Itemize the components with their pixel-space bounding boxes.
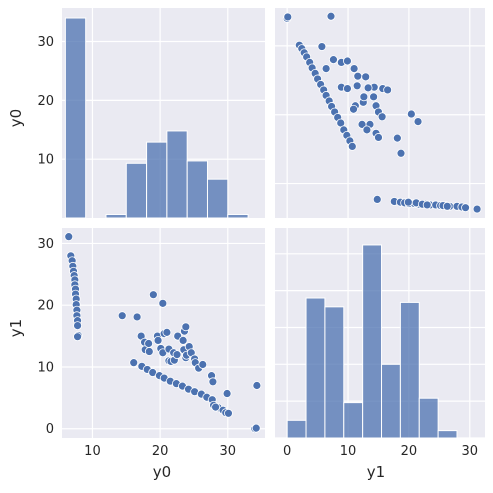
scatter-point bbox=[73, 321, 82, 330]
scatter-point bbox=[374, 133, 383, 142]
x-tick-label: 30 bbox=[220, 444, 237, 459]
scatter-point bbox=[363, 83, 373, 93]
scatter-point bbox=[403, 197, 413, 207]
panel-y0-histogram: 10 20 30 bbox=[37, 8, 265, 219]
scatter-point bbox=[251, 423, 261, 433]
scatter-point bbox=[383, 85, 393, 95]
scatter-point bbox=[377, 112, 387, 122]
panel-y1-vs-y0-scatter: 0 10 20 30 10 20 30 bbox=[37, 228, 265, 459]
histogram-bar bbox=[186, 160, 208, 219]
scatter-point bbox=[129, 358, 139, 368]
x-tick-label: 30 bbox=[462, 444, 479, 459]
histogram-bar bbox=[399, 301, 420, 439]
scatter-point bbox=[64, 232, 74, 242]
histogram-bar bbox=[206, 178, 229, 219]
scatter-point bbox=[224, 408, 233, 418]
scatter-point bbox=[396, 148, 406, 158]
scatter-point bbox=[472, 204, 482, 214]
x-tick-label: 10 bbox=[84, 444, 101, 459]
histogram-bar bbox=[105, 213, 127, 219]
scatter-point bbox=[329, 55, 338, 65]
scatter-point bbox=[208, 377, 218, 387]
panel-y1-histogram: 0 10 20 30 bbox=[275, 228, 485, 459]
scatter-point bbox=[317, 42, 327, 51]
x-tick-label: 20 bbox=[152, 444, 169, 459]
histogram-bar bbox=[125, 162, 148, 219]
scatter-point bbox=[144, 347, 154, 356]
y-tick-label: 20 bbox=[37, 94, 54, 109]
scatter-point bbox=[349, 104, 358, 114]
scatter-point bbox=[372, 195, 382, 204]
scatter-point bbox=[252, 381, 262, 390]
y-tick-label: 0 bbox=[46, 422, 54, 437]
scatter-point bbox=[362, 125, 372, 135]
scatter-point bbox=[132, 312, 142, 322]
scatter-point bbox=[352, 81, 362, 91]
histogram-bar bbox=[227, 213, 249, 219]
y-tick-label: 30 bbox=[37, 237, 54, 252]
histogram-bar bbox=[146, 141, 168, 219]
x-tick-label: 0 bbox=[283, 444, 291, 459]
histogram-bar bbox=[324, 306, 345, 439]
scatter-point bbox=[343, 84, 352, 93]
scatter-point bbox=[211, 402, 221, 412]
scatter-point bbox=[343, 56, 352, 66]
scatter-point bbox=[117, 311, 127, 321]
scatter-point bbox=[347, 141, 357, 151]
scatter-point bbox=[392, 133, 402, 143]
histogram-bar bbox=[437, 430, 458, 439]
histogram-bar bbox=[362, 244, 383, 439]
scatter-point bbox=[369, 92, 379, 102]
scatter-point bbox=[326, 11, 336, 21]
scatter-point bbox=[353, 71, 363, 81]
histogram-bar bbox=[305, 297, 326, 439]
scatter-point bbox=[158, 298, 168, 308]
histogram-bar bbox=[64, 17, 87, 219]
x-tick-label: 20 bbox=[401, 444, 418, 459]
scatter-point bbox=[198, 360, 208, 369]
scatter-point bbox=[321, 64, 331, 73]
scatter-point bbox=[178, 336, 188, 345]
scatter-point bbox=[283, 12, 293, 22]
y-tick-label: 10 bbox=[37, 153, 54, 168]
scatter-point bbox=[222, 389, 232, 398]
y-tick-label: 30 bbox=[37, 35, 54, 50]
scatter-point bbox=[357, 119, 367, 129]
scatter-point bbox=[461, 203, 470, 213]
y-tick-label: 20 bbox=[37, 299, 54, 314]
scatter-point bbox=[359, 92, 369, 102]
scatter-point bbox=[406, 109, 416, 119]
y-tick-label: 10 bbox=[37, 360, 54, 375]
y-axis-label-y1: y1 bbox=[7, 319, 25, 337]
scatter-point bbox=[361, 72, 371, 82]
histogram-bar bbox=[166, 130, 188, 219]
scatter-point bbox=[73, 332, 82, 342]
scatter-point bbox=[172, 350, 182, 360]
x-axis-label-y1: y1 bbox=[367, 463, 385, 481]
scatter-point bbox=[153, 336, 163, 345]
x-tick-label: 10 bbox=[340, 444, 357, 459]
scatter-point bbox=[144, 339, 154, 348]
scatter-point bbox=[442, 201, 452, 211]
scatter-point bbox=[413, 117, 423, 127]
histogram-bar bbox=[381, 363, 401, 439]
panel-y0-vs-y1-scatter bbox=[275, 8, 485, 218]
scatter-point bbox=[148, 290, 158, 300]
histogram-bar bbox=[418, 397, 439, 439]
y-axis-label-y0: y0 bbox=[7, 109, 25, 127]
scatter-point bbox=[162, 327, 172, 337]
scatter-point bbox=[422, 200, 432, 210]
histogram-bar bbox=[343, 402, 364, 439]
scatter-point bbox=[181, 322, 191, 332]
scatter-point bbox=[349, 64, 359, 73]
histogram-bar bbox=[286, 419, 307, 439]
x-axis-label-y0: y0 bbox=[153, 463, 171, 481]
